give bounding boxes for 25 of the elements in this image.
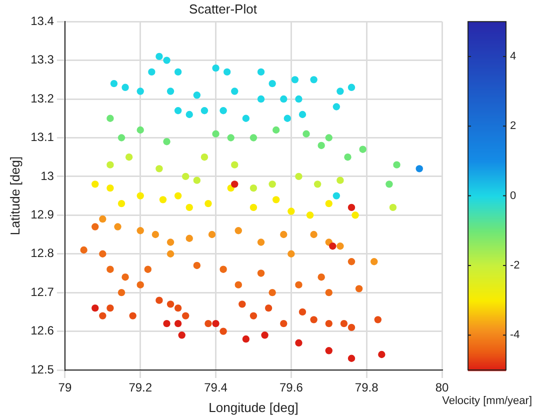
y-tick-label: 12.7 — [30, 284, 54, 299]
y-tick-label: 12.8 — [30, 246, 54, 260]
color-bar-label: -2 — [510, 260, 520, 272]
x-tick-label: 79.6 — [280, 380, 304, 395]
y-tick-label: 12.5 — [30, 362, 54, 376]
x-axis-title: Longitude [deg] — [208, 400, 298, 415]
color-bar-label: -4 — [510, 329, 520, 342]
color-bar-label: 0 — [510, 190, 516, 202]
color-bar-label: 2 — [510, 120, 516, 132]
y-tick-label: 13.1 — [30, 130, 54, 144]
x-tick-label: 79.2 — [128, 380, 152, 395]
chart-title: Scatter-Plot — [189, 1, 258, 16]
y-axis-title: Latitude [deg] — [7, 156, 22, 236]
color-bar-title: Velocity [mm/year] — [442, 395, 532, 407]
x-tick-label: 79.8 — [354, 380, 379, 395]
y-tick-label: 13.3 — [30, 52, 54, 67]
color-bar-label: 4 — [510, 50, 516, 62]
y-tick-label: 13.2 — [30, 91, 54, 106]
x-tick-label: 79 — [58, 380, 72, 395]
y-tick-label: 13 — [40, 168, 54, 183]
y-tick-label: 12.6 — [30, 324, 54, 338]
y-tick-label: 13.4 — [30, 14, 54, 28]
x-tick-label: 79.4 — [204, 380, 228, 395]
y-tick-label: 12.9 — [30, 207, 54, 222]
x-tick-label: 80 — [435, 380, 449, 395]
